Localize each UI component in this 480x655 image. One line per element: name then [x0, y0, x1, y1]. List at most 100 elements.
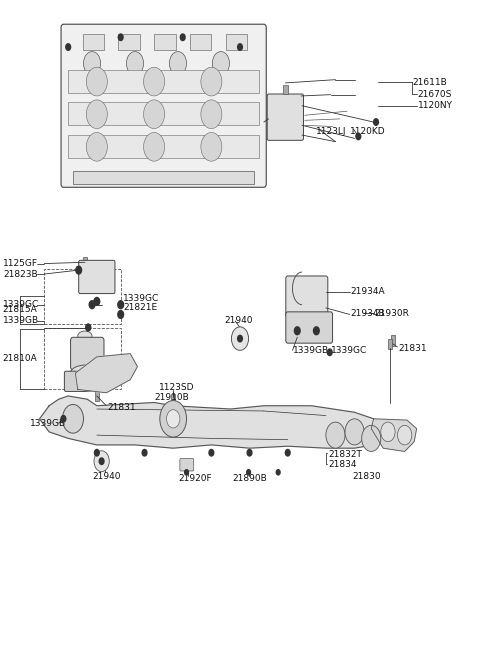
- Circle shape: [86, 324, 91, 331]
- FancyBboxPatch shape: [286, 312, 333, 343]
- Text: 21830: 21830: [352, 472, 381, 481]
- Circle shape: [144, 67, 165, 96]
- Text: 21611B: 21611B: [413, 78, 447, 86]
- Circle shape: [94, 297, 100, 305]
- Text: 21890B: 21890B: [233, 474, 267, 483]
- FancyBboxPatch shape: [267, 94, 303, 140]
- Bar: [68, 70, 259, 93]
- Bar: [226, 34, 247, 50]
- Text: 21934B: 21934B: [351, 309, 385, 318]
- Bar: [154, 34, 176, 50]
- Text: 1339GC: 1339GC: [123, 293, 159, 303]
- FancyBboxPatch shape: [79, 260, 115, 293]
- Bar: [283, 84, 288, 94]
- Circle shape: [313, 327, 319, 335]
- Text: 1123SD: 1123SD: [159, 383, 194, 392]
- Text: 21831: 21831: [108, 403, 136, 411]
- Circle shape: [345, 419, 364, 445]
- Text: 21940: 21940: [225, 316, 253, 326]
- Text: 21670S: 21670S: [418, 90, 452, 98]
- Circle shape: [201, 100, 222, 128]
- Circle shape: [89, 301, 95, 309]
- Bar: [44, 328, 120, 390]
- FancyBboxPatch shape: [71, 337, 104, 370]
- Text: 21815A: 21815A: [2, 305, 36, 314]
- Circle shape: [238, 44, 242, 50]
- Circle shape: [86, 100, 108, 128]
- Circle shape: [160, 401, 187, 437]
- Text: 1120KD: 1120KD: [350, 127, 385, 136]
- Text: 1125GF: 1125GF: [3, 259, 38, 268]
- Bar: [83, 257, 87, 267]
- Bar: [73, 171, 254, 184]
- Text: 21831: 21831: [398, 344, 427, 353]
- Circle shape: [381, 422, 395, 441]
- Bar: [391, 335, 395, 346]
- Circle shape: [118, 310, 123, 318]
- Circle shape: [247, 470, 251, 475]
- Circle shape: [144, 132, 165, 161]
- Circle shape: [201, 132, 222, 161]
- Circle shape: [62, 404, 84, 433]
- Bar: [388, 339, 392, 348]
- Circle shape: [294, 327, 300, 335]
- Circle shape: [201, 67, 222, 96]
- Circle shape: [397, 425, 412, 445]
- Circle shape: [209, 449, 214, 456]
- Text: 21823B: 21823B: [3, 269, 38, 278]
- Circle shape: [362, 425, 381, 451]
- Circle shape: [326, 422, 345, 448]
- Circle shape: [180, 34, 185, 41]
- Circle shape: [231, 327, 249, 350]
- Ellipse shape: [71, 365, 101, 381]
- Bar: [44, 269, 120, 324]
- Text: 21810A: 21810A: [2, 354, 36, 363]
- Bar: [190, 34, 211, 50]
- Circle shape: [126, 52, 144, 75]
- FancyBboxPatch shape: [180, 458, 194, 471]
- Circle shape: [238, 335, 242, 342]
- Bar: [68, 135, 259, 158]
- Text: 21821E: 21821E: [123, 303, 157, 312]
- Circle shape: [356, 133, 361, 140]
- Circle shape: [144, 100, 165, 128]
- Text: 21930R: 21930R: [374, 309, 409, 318]
- Circle shape: [86, 324, 91, 331]
- Circle shape: [118, 34, 123, 41]
- Text: 21834: 21834: [328, 460, 357, 469]
- FancyBboxPatch shape: [64, 371, 110, 392]
- Circle shape: [212, 52, 229, 75]
- Polygon shape: [39, 396, 383, 448]
- Text: 21934A: 21934A: [351, 287, 385, 296]
- Bar: [171, 394, 175, 402]
- Circle shape: [76, 266, 82, 274]
- Text: 21920F: 21920F: [178, 474, 212, 483]
- Bar: [83, 34, 104, 50]
- Circle shape: [94, 451, 109, 472]
- Circle shape: [167, 409, 180, 428]
- Circle shape: [84, 52, 101, 75]
- Text: 1339GB: 1339GB: [293, 346, 330, 355]
- Bar: [95, 391, 99, 401]
- Circle shape: [95, 449, 99, 456]
- Text: 1339GC: 1339GC: [331, 346, 367, 355]
- Circle shape: [185, 470, 189, 475]
- Text: 1120NY: 1120NY: [418, 102, 453, 110]
- Circle shape: [373, 119, 378, 125]
- Circle shape: [285, 449, 290, 456]
- Polygon shape: [75, 354, 137, 393]
- Circle shape: [86, 67, 108, 96]
- Ellipse shape: [78, 331, 92, 341]
- Text: 1339GB: 1339GB: [3, 316, 39, 326]
- FancyBboxPatch shape: [286, 276, 328, 317]
- FancyBboxPatch shape: [61, 24, 266, 187]
- Circle shape: [118, 301, 123, 309]
- Circle shape: [61, 415, 66, 422]
- Circle shape: [169, 52, 187, 75]
- Circle shape: [327, 349, 332, 356]
- Text: 21832T: 21832T: [328, 450, 362, 459]
- Text: 21940: 21940: [92, 472, 120, 481]
- Circle shape: [142, 449, 147, 456]
- Text: 1339GB: 1339GB: [30, 419, 66, 428]
- Polygon shape: [371, 419, 417, 451]
